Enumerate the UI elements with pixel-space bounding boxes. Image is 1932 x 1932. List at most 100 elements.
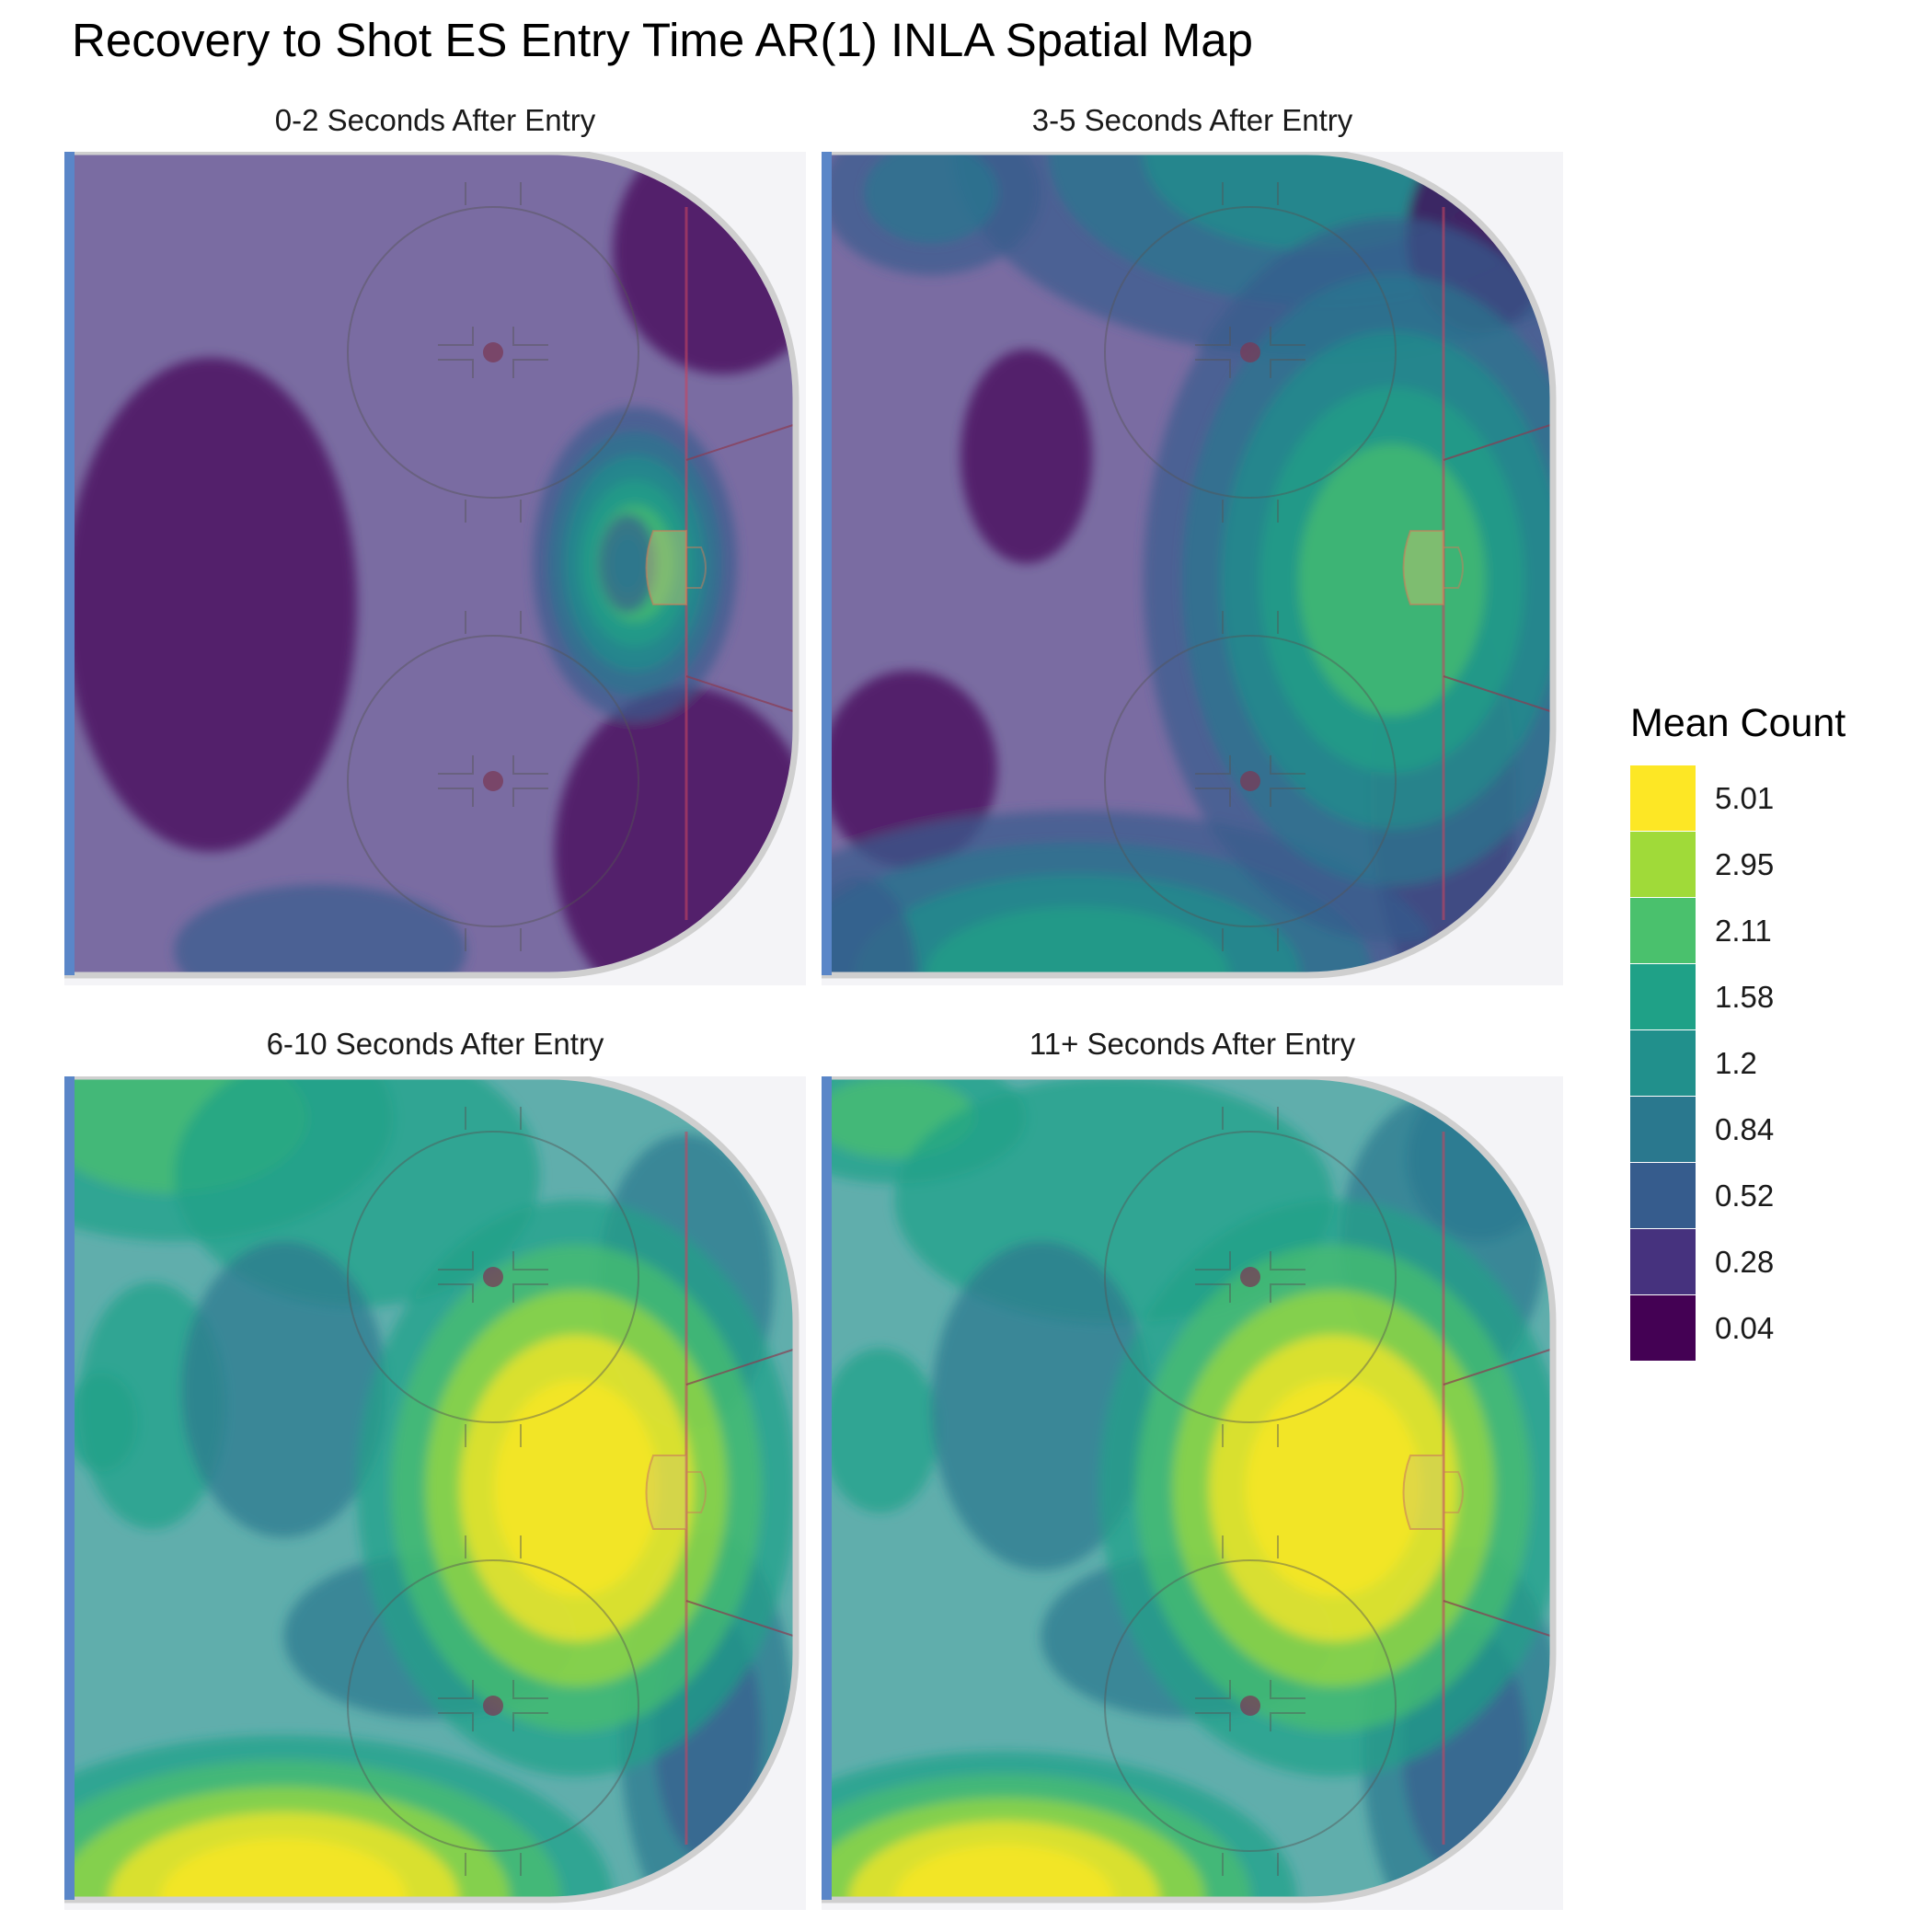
heat-layer xyxy=(822,1076,1553,1900)
rink-boards xyxy=(822,152,1557,979)
goal-crease xyxy=(1402,1455,1444,1530)
rink-boards xyxy=(822,1076,1557,1903)
goal-crease xyxy=(1402,530,1444,605)
heat-contour-region xyxy=(960,349,1093,564)
heat-contour-region xyxy=(848,1821,1160,1900)
faceoff-dot xyxy=(483,1267,503,1287)
faceoff-hash xyxy=(1195,788,1231,807)
legend-key xyxy=(1630,1163,1696,1230)
faceoff-hash xyxy=(1270,788,1305,807)
faceoff-hash xyxy=(512,1680,548,1699)
legend-key xyxy=(1630,964,1696,1031)
trapezoid-line xyxy=(1443,423,1554,461)
legend-key xyxy=(1630,1097,1696,1164)
faceoff-circle xyxy=(1104,1131,1397,1423)
heat-contour-region xyxy=(181,1241,386,1538)
faceoff-dot xyxy=(483,771,503,791)
legend-label: 0.84 xyxy=(1715,1112,1775,1146)
rink-boards xyxy=(64,1076,799,1903)
legend-key xyxy=(1630,1229,1696,1296)
faceoff-hash xyxy=(512,327,548,346)
goal-net xyxy=(1443,1471,1464,1513)
goal-net xyxy=(686,1471,707,1513)
heat-contour-region xyxy=(174,884,467,975)
faceoff-hash xyxy=(1195,755,1231,775)
heat-contour-region xyxy=(1143,152,1495,251)
legend-title: Mean Count xyxy=(1630,701,1846,745)
heat-contour-region xyxy=(822,1348,939,1513)
blue-line xyxy=(64,1076,75,1900)
faceoff-hash xyxy=(1270,1251,1305,1271)
faceoff-dot xyxy=(483,342,503,362)
faceoff-circle xyxy=(1104,206,1397,499)
faceoff-dot xyxy=(1240,1267,1260,1287)
trapezoid-line xyxy=(1443,1348,1554,1386)
legend-key xyxy=(1630,832,1696,899)
legend-label: 1.2 xyxy=(1715,1046,1757,1080)
heat-contour-region xyxy=(493,1379,660,1597)
faceoff-circle xyxy=(347,635,639,927)
goal-crease xyxy=(645,530,687,605)
faceoff-hash xyxy=(512,788,548,807)
heat-contour-region xyxy=(64,1373,138,1472)
facet-panel xyxy=(64,1076,806,1910)
facet-label: 3-5 Seconds After Entry xyxy=(1031,103,1353,137)
faceoff-hash xyxy=(1195,327,1231,346)
faceoff-hash xyxy=(1270,359,1305,378)
faceoff-hash xyxy=(1270,755,1305,775)
legend-label: 1.58 xyxy=(1715,980,1775,1014)
faceoff-hash xyxy=(438,327,474,346)
rink-boards xyxy=(64,152,799,979)
legend-key xyxy=(1630,1030,1696,1098)
faceoff-hash xyxy=(438,359,474,378)
faceoff-hash xyxy=(438,755,474,775)
legend-label: 0.52 xyxy=(1715,1179,1775,1213)
faceoff-circle xyxy=(347,206,639,499)
heat-contour-region xyxy=(864,152,998,244)
trapezoid-line xyxy=(1443,675,1554,713)
faceoff-hash xyxy=(1270,1712,1305,1731)
facet-label: 6-10 Seconds After Entry xyxy=(266,1027,604,1061)
trapezoid-line xyxy=(685,675,797,713)
faceoff-hash xyxy=(1195,359,1231,378)
faceoff-circle xyxy=(347,1131,639,1423)
legend-key xyxy=(1630,1295,1696,1361)
legend-key xyxy=(1630,765,1696,833)
heat-contour-region xyxy=(1298,443,1486,717)
faceoff-dot xyxy=(483,1696,503,1716)
facet-panel xyxy=(822,1076,1563,1910)
faceoff-hash xyxy=(438,1283,474,1303)
blue-line xyxy=(822,1076,832,1900)
legend: Mean Count 5.01 2.95 2.11 1.58 1.2 0.84 0.52 0.… xyxy=(1630,701,1906,1400)
faceoff-hash xyxy=(512,1251,548,1271)
heat-contour-region xyxy=(931,1241,1151,1570)
faceoff-hash xyxy=(512,755,548,775)
blue-line xyxy=(822,152,832,975)
legend-label: 2.95 xyxy=(1715,847,1775,881)
facet-panel xyxy=(822,152,1563,985)
legend-key xyxy=(1630,898,1696,965)
faceoff-hash xyxy=(1270,1680,1305,1699)
legend-label: 0.28 xyxy=(1715,1245,1775,1279)
heat-contour-region xyxy=(174,1076,540,1307)
faceoff-hash xyxy=(1195,1712,1231,1731)
faceoff-hash xyxy=(1270,327,1305,346)
faceoff-hash xyxy=(1195,1251,1231,1271)
faceoff-hash xyxy=(438,788,474,807)
goal-net xyxy=(686,546,707,589)
faceoff-hash xyxy=(512,359,548,378)
faceoff-hash xyxy=(1195,1283,1231,1303)
heat-contour-region xyxy=(1245,1379,1422,1597)
goal-net xyxy=(1443,546,1464,589)
heat-layer xyxy=(822,152,1553,975)
faceoff-dot xyxy=(1240,342,1260,362)
trapezoid-line xyxy=(685,1600,797,1638)
rink-markings xyxy=(347,182,797,951)
legend-label: 5.01 xyxy=(1715,781,1775,815)
heat-contour-region xyxy=(64,357,357,852)
rink-markings xyxy=(1104,1107,1554,1876)
heat-layer xyxy=(64,1076,796,1900)
heat-contour-region xyxy=(609,533,646,594)
faceoff-hash xyxy=(512,1712,548,1731)
faceoff-hash xyxy=(1270,1283,1305,1303)
